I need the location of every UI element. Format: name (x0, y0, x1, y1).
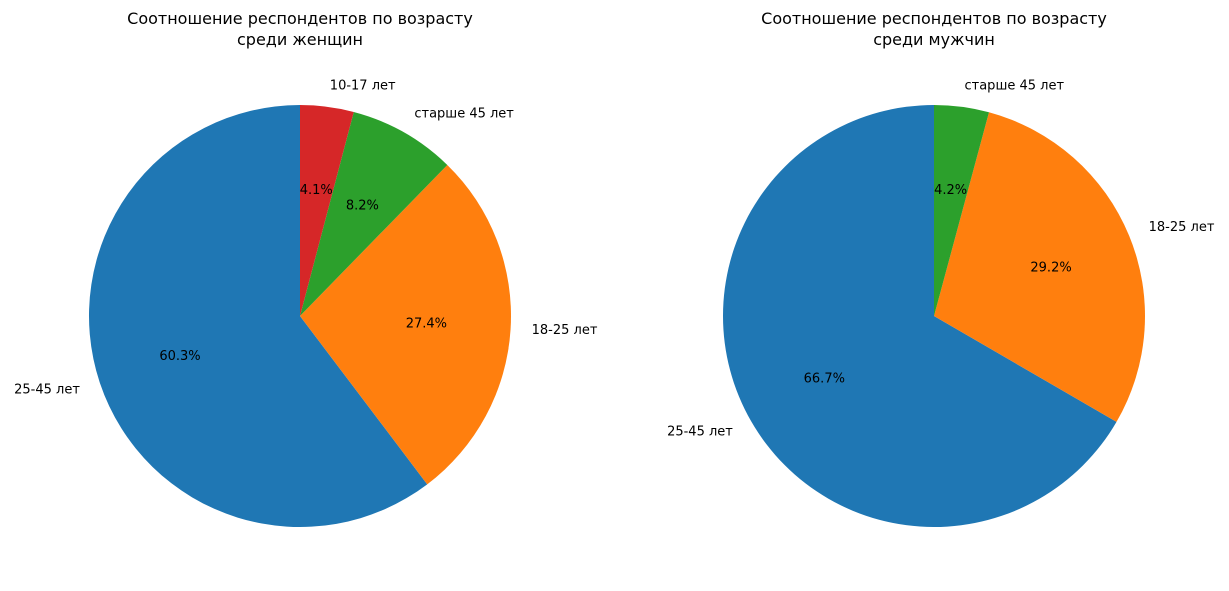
chart-women: Соотношение респондентов по возрасту сре… (14, 9, 598, 528)
pie-slice-men-1-label: 18-25 лет (1149, 220, 1215, 235)
pie-slice-men-0 (722, 105, 1117, 527)
pie-slice-women-1-percent: 27.4% (406, 316, 447, 331)
pie-slice-women-3-label: 10-17 лет (330, 78, 396, 93)
chart-men-slices (722, 105, 1145, 527)
pie-slice-women-0-percent: 60.3% (159, 349, 200, 364)
chart-women-title-line-2: среди женщин (237, 30, 363, 49)
chart-men-labels: 25-45 лет 66.7% 18-25 лет 29.2% старше 45 ле… (667, 78, 1215, 439)
pie-slice-men-2 (934, 105, 989, 316)
chart-women-slices (88, 105, 511, 528)
chart-men-title-line-1: Соотношение респондентов по возрасту (761, 9, 1107, 28)
pie-slice-women-1-label: 18-25 лет (532, 323, 598, 338)
pie-slice-men-1 (934, 112, 1145, 422)
pie-slice-women-3 (300, 105, 354, 316)
chart-women-title-line-1: Соотношение респондентов по возрасту (127, 9, 473, 28)
pie-slice-women-0-label: 25-45 лет (14, 382, 80, 397)
pie-slice-men-0-label: 25-45 лет (667, 424, 733, 439)
pie-slice-men-2-label: старше 45 лет (965, 78, 1065, 93)
pie-slice-men-1-percent: 29.2% (1030, 260, 1071, 275)
pie-slice-women-2-percent: 8.2% (346, 198, 379, 213)
pie-slice-men-0-percent: 66.7% (804, 372, 845, 387)
pie-slice-men-2-percent: 4.2% (934, 183, 967, 198)
chart-men: Соотношение респондентов по возрасту сре… (667, 9, 1215, 527)
pie-slice-women-0 (88, 105, 428, 528)
chart-men-title-line-2: среди мужчин (873, 30, 995, 49)
pie-slice-women-3-percent: 4.1% (300, 183, 333, 198)
pie-slice-women-2-label: старше 45 лет (414, 107, 514, 122)
chart-women-labels: 25-45 лет 60.3% 18-25 лет 27.4% старше 45 ле… (14, 78, 598, 397)
pie-slice-women-1 (300, 164, 511, 485)
pie-slice-women-2 (300, 111, 448, 317)
